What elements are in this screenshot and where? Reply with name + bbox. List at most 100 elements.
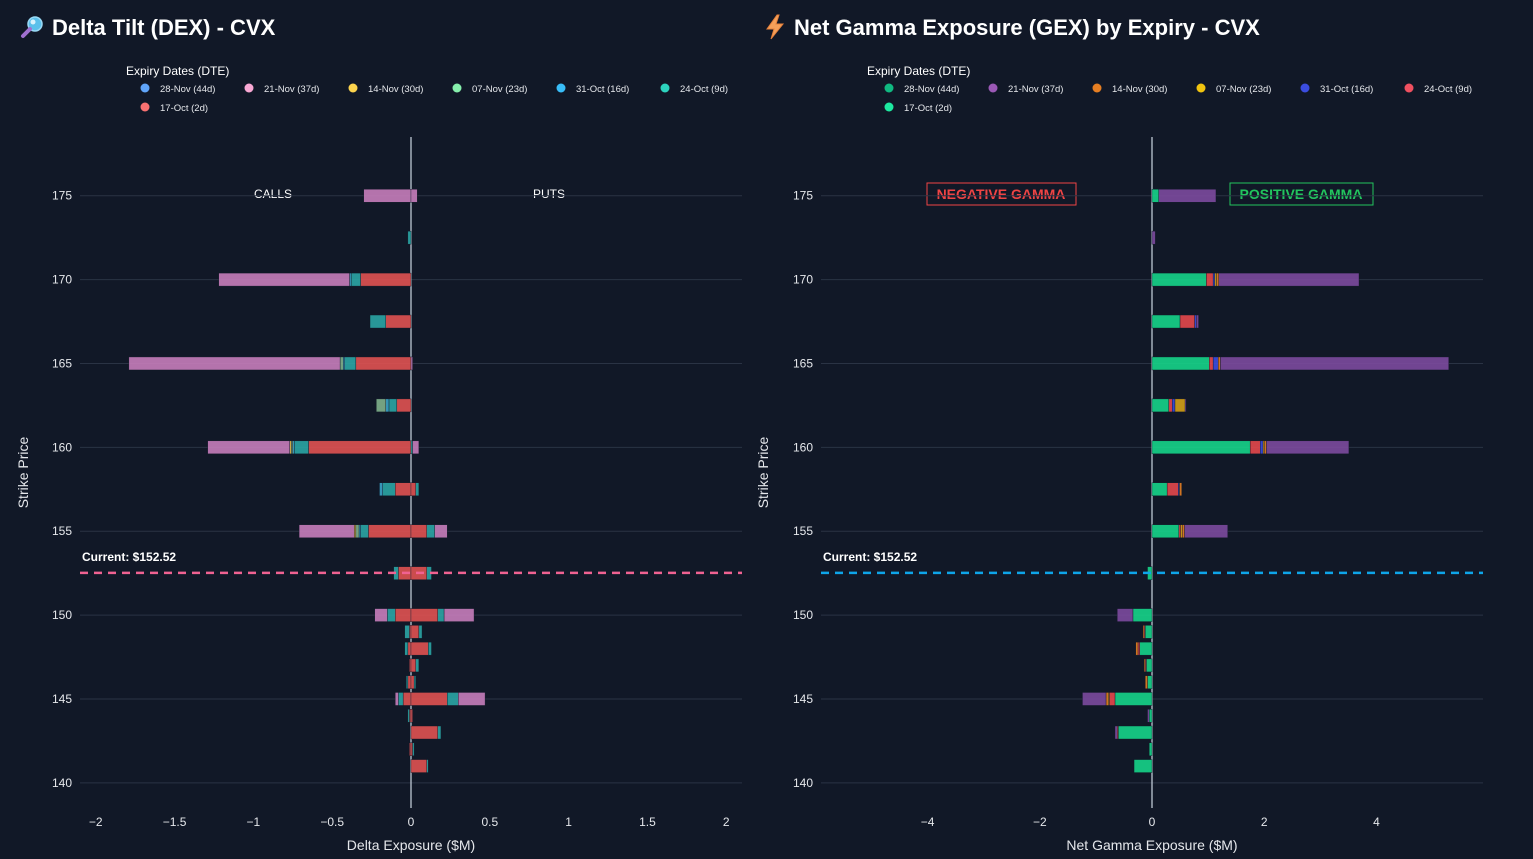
dex-bar-170 [349, 272, 352, 287]
dex-bar-148 [407, 641, 412, 656]
positive-gamma-label: POSITIVE GAMMA [1240, 186, 1363, 202]
dex-xtick-label: −1 [247, 815, 261, 829]
gex-ytick-label: 175 [793, 189, 813, 203]
gex-bar-150 [1117, 608, 1134, 622]
gex-bar-144 [1148, 709, 1153, 723]
dex-bar-148 [404, 641, 409, 656]
gex-legend-title: Expiry Dates (DTE) [867, 64, 970, 78]
dex-bar-155 [358, 524, 361, 538]
gex-bar-155 [1151, 524, 1180, 538]
dex-xtick-label: 1 [565, 815, 572, 829]
gex-bar-157.5 [1179, 482, 1182, 496]
dex-panel-title: Delta Tilt (DEX) - CVX [20, 14, 275, 41]
dex-bar-160 [289, 440, 292, 455]
dex-bar-142 [410, 742, 413, 756]
dex-ytick-label: 145 [52, 692, 72, 706]
gex-bar-170 [1151, 272, 1207, 287]
dex-bar-160 [412, 440, 420, 455]
dex-bar-167.5 [385, 314, 412, 329]
gex-bar-145 [1114, 692, 1153, 706]
dex-bar-150 [443, 608, 475, 622]
gex-legend-marker [1404, 83, 1414, 93]
magnifier-icon [21, 16, 43, 38]
dex-bar-165 [343, 356, 346, 371]
dex-bar-144 [407, 709, 410, 723]
gex-bar-162.5 [1184, 398, 1187, 413]
dex-bar-155 [434, 524, 448, 538]
gex-legend-label: 24-Oct (9d) [1424, 84, 1472, 95]
dex-bar-170 [350, 272, 361, 287]
gex-bar-157.5 [1151, 482, 1168, 496]
gex-bar-155 [1182, 524, 1185, 538]
dex-legend-marker [140, 83, 150, 93]
dex-bar-148 [428, 641, 432, 656]
dex-bar-160 [410, 440, 413, 455]
dex-bar-150 [410, 608, 438, 622]
dex-current-price-label: Current: $152.52 [82, 550, 176, 564]
dex-bar-143 [437, 725, 442, 740]
gex-bar-143 [1114, 725, 1118, 740]
dex-x-axis-title: Delta Exposure ($M) [347, 837, 475, 853]
gex-bar-175 [1151, 189, 1159, 203]
dex-bar-147 [415, 658, 420, 673]
calls-label: CALLS [254, 187, 292, 201]
gex-bar-165 [1151, 356, 1210, 371]
gex-y-axis-title: Strike Price [755, 437, 771, 509]
gex-ytick-label: 165 [793, 356, 813, 370]
dex-bar-165 [339, 356, 344, 371]
gex-bar-160 [1260, 440, 1264, 455]
dex-bar-157.5 [395, 482, 412, 496]
dex-legend-label: 28-Nov (44d) [160, 84, 215, 95]
dex-bar-165 [344, 356, 357, 371]
gex-bar-149 [1145, 625, 1153, 639]
dex-bar-155 [298, 524, 355, 538]
gex-current-price-label: Current: $152.52 [823, 550, 917, 564]
dex-legend-label: 24-Oct (9d) [680, 84, 728, 95]
gex-bar-147 [1143, 658, 1146, 673]
dex-legend-label: 14-Nov (30d) [368, 84, 423, 95]
dex-bar-162.5 [388, 398, 398, 413]
gex-legend-marker [884, 102, 894, 112]
dex-bar-150 [374, 608, 388, 622]
gex-bar-145 [1105, 692, 1109, 706]
gex-bar-142 [1148, 742, 1153, 756]
gex-bar-165 [1217, 356, 1221, 371]
dex-bar-145 [447, 692, 459, 706]
dex-xtick-label: −2 [89, 815, 103, 829]
dex-legend-marker [556, 83, 566, 93]
dex-bar-150 [387, 608, 396, 622]
gex-ytick-label: 145 [793, 692, 813, 706]
gex-bar-167.5 [1151, 314, 1181, 329]
gex-ytick-label: 150 [793, 608, 813, 622]
dex-bar-145 [410, 692, 448, 706]
gex-legend-marker [988, 83, 998, 93]
dex-bar-155 [360, 524, 369, 538]
dex-bar-146 [407, 675, 412, 689]
gex-xtick-label: 2 [1261, 815, 1268, 829]
gex-bar-145 [1082, 692, 1107, 706]
dex-bar-145 [395, 692, 399, 706]
gex-bar-162.5 [1168, 398, 1173, 413]
dex-title-text: Delta Tilt (DEX) - CVX [52, 15, 276, 40]
dex-legend-marker [140, 102, 150, 112]
dex-bar-160 [291, 440, 293, 455]
gex-bar-160 [1151, 440, 1251, 455]
dex-bar-146 [410, 675, 415, 689]
dex-bar-160 [292, 440, 295, 455]
dex-bar-146 [406, 675, 409, 689]
dex-bar-172.5 [407, 230, 412, 245]
gex-bar-170 [1206, 272, 1214, 287]
dex-ytick-label: 160 [52, 440, 72, 454]
dex-bar-141 [426, 759, 429, 773]
gex-legend-label: 14-Nov (30d) [1112, 84, 1167, 95]
gex-bar-165 [1209, 356, 1214, 371]
dex-bar-157.5 [410, 482, 416, 496]
dex-bar-170 [218, 272, 350, 287]
gex-bar-143 [1118, 725, 1153, 740]
dex-bar-167.5 [369, 314, 386, 329]
gex-bar-149 [1142, 625, 1145, 639]
dex-bar-144 [410, 709, 413, 723]
gex-legend-label: 31-Oct (16d) [1320, 84, 1373, 95]
gex-bar-148 [1135, 641, 1139, 656]
